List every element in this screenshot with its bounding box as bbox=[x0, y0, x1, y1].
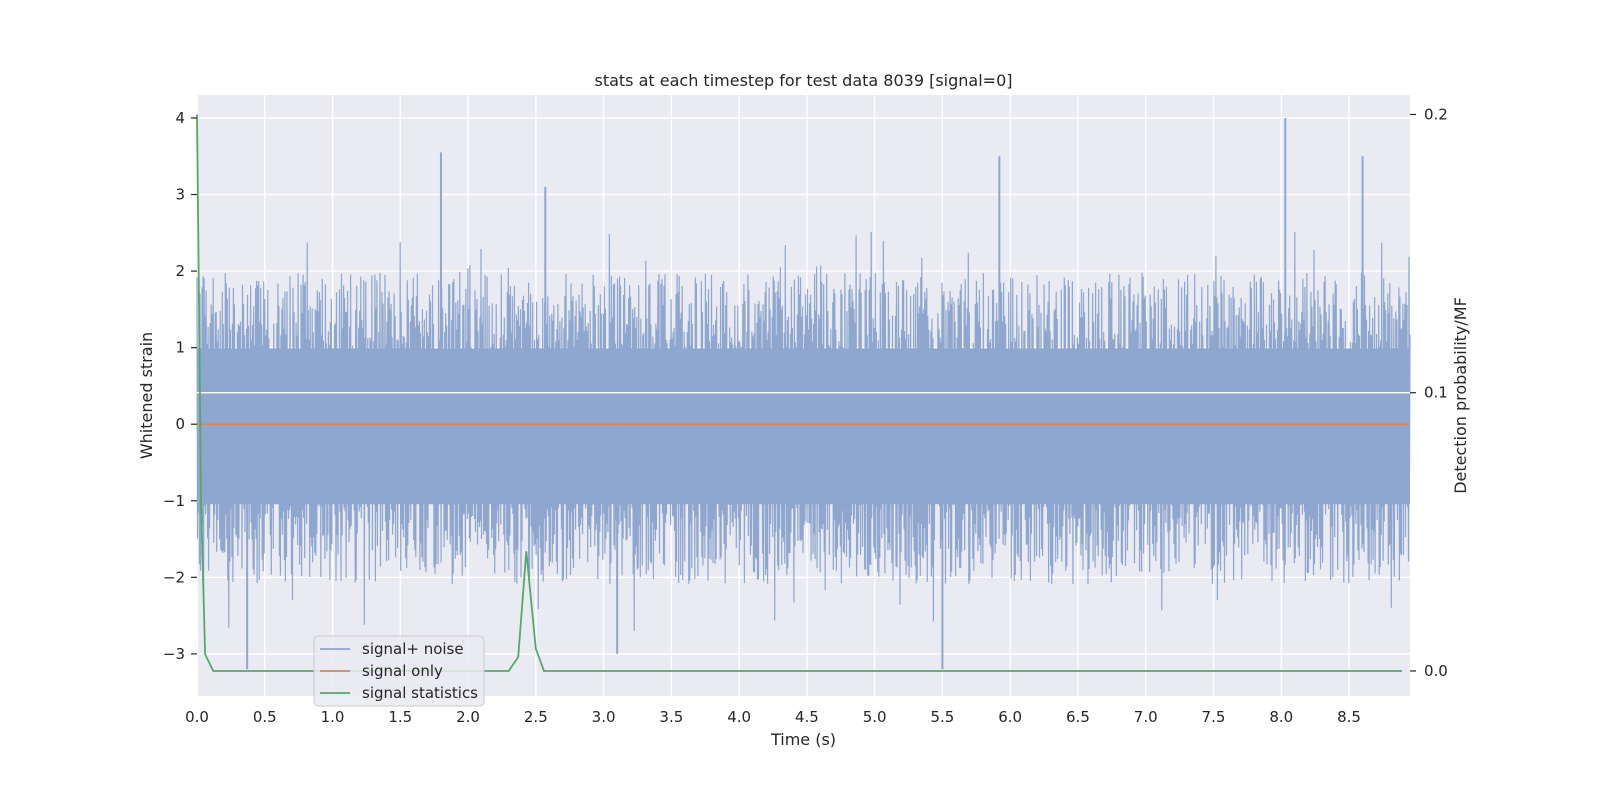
x-tick-label: 2.0 bbox=[456, 708, 480, 726]
x-tick-label: 3.0 bbox=[592, 708, 616, 726]
y-tick-label: 2 bbox=[175, 262, 185, 280]
x-tick-label: 6.5 bbox=[1066, 708, 1090, 726]
y-tick-label: 1 bbox=[175, 339, 185, 357]
x-tick-label: 4.0 bbox=[727, 708, 751, 726]
signal-noise-core bbox=[197, 348, 1410, 505]
chart-title: stats at each timestep for test data 803… bbox=[594, 71, 1012, 90]
legend-label-signal-noise: signal+ noise bbox=[362, 640, 464, 658]
x-tick-label: 4.5 bbox=[795, 708, 819, 726]
y-tick-label: −3 bbox=[163, 645, 185, 663]
x-tick-label: 1.0 bbox=[321, 708, 345, 726]
y-tick-label: 3 bbox=[175, 186, 185, 204]
legend-label-signal-statistics: signal statistics bbox=[362, 684, 478, 702]
y-tick-label: 4 bbox=[175, 109, 185, 127]
x-tick-label: 2.5 bbox=[524, 708, 548, 726]
y-right-tick-label: 0.2 bbox=[1424, 105, 1448, 123]
y-right-tick-label: 0.1 bbox=[1424, 384, 1448, 402]
x-tick-label: 0.5 bbox=[253, 708, 277, 726]
x-tick-label: 5.0 bbox=[863, 708, 887, 726]
y-right-axis-label: Detection probability/MF bbox=[1451, 297, 1470, 494]
legend: signal+ noise signal only signal statist… bbox=[313, 635, 485, 707]
series-layer bbox=[196, 114, 1411, 672]
y-tick-label: −1 bbox=[163, 492, 185, 510]
y-tick-label: 0 bbox=[175, 415, 185, 433]
x-tick-label: 3.5 bbox=[659, 708, 683, 726]
x-tick-label: 6.0 bbox=[998, 708, 1022, 726]
x-tick-label: 7.5 bbox=[1202, 708, 1226, 726]
x-tick-label: 8.5 bbox=[1337, 708, 1361, 726]
legend-box bbox=[313, 635, 485, 707]
x-tick-label: 1.5 bbox=[388, 708, 412, 726]
x-tick-label: 7.0 bbox=[1134, 708, 1158, 726]
y-right-tick-label: 0.0 bbox=[1424, 662, 1448, 680]
x-axis-label: Time (s) bbox=[770, 730, 836, 749]
y-axis-label: Whitened strain bbox=[137, 332, 156, 459]
x-tick-label: 0.0 bbox=[185, 708, 209, 726]
x-tick-label: 8.0 bbox=[1269, 708, 1293, 726]
x-tick-label: 5.5 bbox=[930, 708, 954, 726]
ticks: 0.0 0.5 1.0 1.5 2.0 2.5 3.0 3.5 4.0 4.5 5.0 5.5 6.0 6… bbox=[163, 105, 1448, 726]
y-tick-label: −2 bbox=[163, 568, 185, 586]
legend-label-signal-only: signal only bbox=[362, 662, 443, 680]
signal-statistics-line bbox=[196, 114, 1402, 672]
